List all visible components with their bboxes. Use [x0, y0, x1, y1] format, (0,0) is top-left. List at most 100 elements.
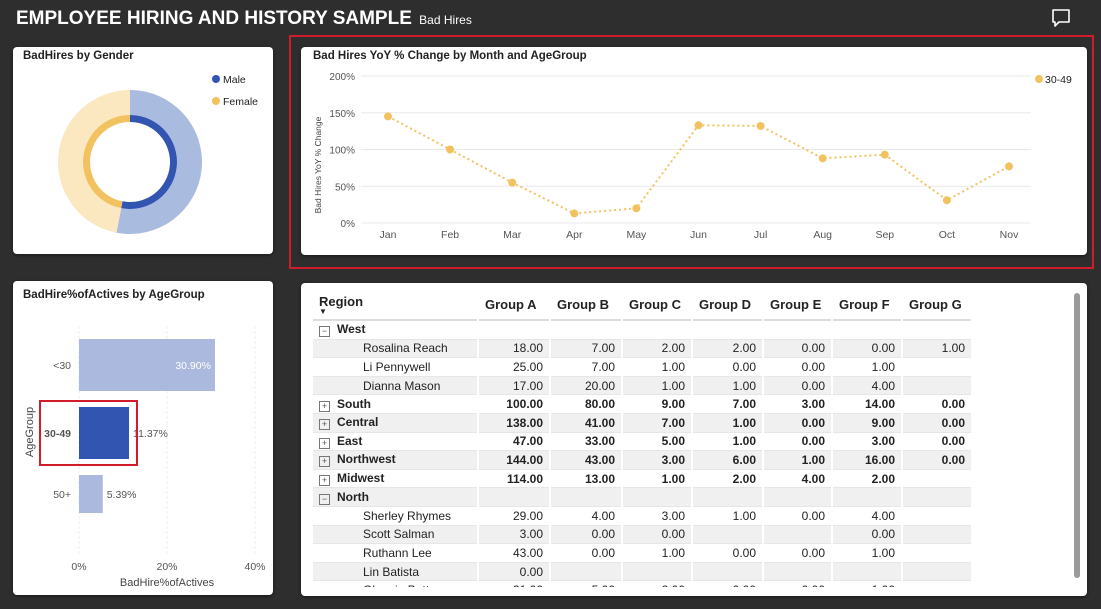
value-cell: 41.00	[551, 413, 621, 433]
x-tick-label: Aug	[813, 229, 832, 241]
data-point[interactable]	[384, 112, 392, 121]
data-point[interactable]	[694, 121, 703, 130]
region-matrix-table: Region ▼ Group A Group B Group C Group D Group…	[311, 287, 1071, 587]
legend-30-49-label[interactable]: 30-49	[1045, 74, 1072, 86]
data-point[interactable]	[570, 209, 579, 218]
column-header[interactable]: Group F	[833, 287, 901, 321]
table-row[interactable]: Scott Salman 3.00 0.00 0.00 0.00	[313, 525, 971, 545]
value-cell: 1.00	[623, 544, 691, 563]
donut-slice-male-outer[interactable]	[116, 90, 202, 234]
yoy-chart-title: Bad Hires YoY % Change by Month and AgeG…	[313, 50, 587, 62]
expand-icon[interactable]: +	[319, 437, 330, 449]
value-cell: 2.00	[623, 339, 691, 359]
person-cell: Rosalina Reach	[313, 339, 477, 359]
data-point[interactable]	[508, 178, 517, 187]
value-cell: 6.00	[693, 451, 762, 470]
value-cell: 43.00	[551, 451, 621, 470]
yoy-line-card[interactable]: Bad Hires YoY % Change by Month and AgeG…	[301, 47, 1087, 255]
expand-icon[interactable]: +	[319, 419, 330, 431]
value-cell: 0.00	[551, 525, 621, 545]
x-tick-label: 20%	[156, 561, 177, 573]
agegroup-bar-chart[interactable]: AgeGroup BadHire%ofActives 0% 20% 40% <30 30…	[13, 281, 273, 595]
donut-slice-male[interactable]	[121, 115, 178, 209]
table-row[interactable]: + Central 138.00 41.00 7.00 1.00 0.00 9.00 0.00	[313, 413, 971, 433]
value-cell: 2.00	[693, 470, 762, 489]
expand-icon[interactable]: +	[319, 400, 330, 412]
value-cell: 138.00	[479, 413, 549, 433]
x-tick-label: Jan	[380, 229, 397, 241]
data-point[interactable]	[880, 150, 889, 159]
region-matrix-card[interactable]: Region ▼ Group A Group B Group C Group D Group…	[301, 283, 1087, 596]
value-cell	[693, 525, 762, 545]
value-cell: 3.00	[833, 433, 901, 452]
table-row[interactable]: + East 47.00 33.00 5.00 1.00 0.00 3.00 0.00	[313, 433, 971, 452]
collapse-icon[interactable]: −	[319, 326, 330, 338]
value-cell	[623, 321, 691, 340]
table-row[interactable]: + South 100.00 80.00 9.00 7.00 3.00 14.00 0.00	[313, 395, 971, 414]
table-row[interactable]: Rosalina Reach 18.00 7.00 2.00 2.00 0.00 0.00 1…	[313, 339, 971, 359]
person-cell: Glennie Butters	[313, 581, 477, 587]
value-cell	[903, 488, 971, 507]
value-cell: 7.00	[693, 395, 762, 414]
gender-donut-card[interactable]: BadHires by Gender Male Female	[13, 47, 273, 254]
data-point[interactable]	[1005, 162, 1013, 171]
value-cell: 47.00	[479, 433, 549, 452]
value-cell	[479, 321, 549, 340]
column-header[interactable]: Group C	[623, 287, 691, 321]
table-row[interactable]: − North	[313, 488, 971, 507]
vertical-scrollbar[interactable]	[1074, 293, 1080, 578]
column-header[interactable]: Group A	[479, 287, 549, 321]
value-cell: 9.00	[623, 395, 691, 414]
table-row[interactable]: Li Pennywell 25.00 7.00 1.00 0.00 0.00 1.00	[313, 358, 971, 377]
value-cell: 0.00	[833, 339, 901, 359]
yoy-line-chart[interactable]: Bad Hires YoY % Change 30-49 200% 150% 100…	[301, 47, 1087, 255]
legend-female-label[interactable]: Female	[223, 96, 258, 108]
category-label: 30-49	[44, 428, 71, 440]
comment-icon[interactable]	[1050, 8, 1072, 28]
value-cell: 2.00	[693, 339, 762, 359]
value-cell: 2.00	[623, 581, 691, 587]
collapse-icon[interactable]: −	[319, 493, 330, 505]
table-row[interactable]: − West	[313, 321, 971, 340]
data-point[interactable]	[756, 121, 765, 130]
data-point[interactable]	[446, 145, 455, 154]
data-point[interactable]	[818, 154, 827, 163]
value-cell: 25.00	[479, 358, 549, 377]
category-label: 50+	[53, 489, 71, 501]
value-cell	[764, 525, 831, 545]
donut-slice-female-outer[interactable]	[57, 90, 131, 233]
data-label: 30.90%	[175, 360, 211, 372]
expand-icon[interactable]: +	[319, 456, 330, 468]
donut-slice-female[interactable]	[83, 115, 130, 209]
table-row[interactable]: Dianna Mason 17.00 20.00 1.00 1.00 0.00 4.00	[313, 376, 971, 396]
table-row[interactable]: + Midwest 114.00 13.00 1.00 2.00 4.00 2.00	[313, 470, 971, 489]
column-header[interactable]: Group E	[764, 287, 831, 321]
table-row[interactable]: Sherley Rhymes 29.00 4.00 3.00 1.00 0.00 4.00	[313, 507, 971, 526]
column-header[interactable]: Group G	[903, 287, 971, 321]
category-label: <30	[53, 360, 71, 372]
table-row[interactable]: Glennie Butters31.005.002.000.000.001.00	[313, 581, 971, 587]
y-axis-title: Bad Hires YoY % Change	[313, 116, 323, 213]
agegroup-bar-card[interactable]: BadHire%ofActives by AgeGroup AgeGroup B…	[13, 281, 273, 595]
value-cell: 1.00	[693, 413, 762, 433]
expand-icon[interactable]: +	[319, 475, 330, 487]
gender-donut-chart[interactable]: Male Female	[13, 47, 273, 254]
table-row[interactable]: + Northwest 144.00 43.00 3.00 6.00 1.00 16.00 0.…	[313, 451, 971, 470]
x-tick-label: Jul	[754, 229, 767, 241]
column-header[interactable]: Group D	[693, 287, 762, 321]
column-header[interactable]: Group B	[551, 287, 621, 321]
bar-30-49[interactable]	[79, 407, 130, 459]
legend-male-label[interactable]: Male	[223, 74, 246, 86]
data-point[interactable]	[632, 204, 641, 213]
bar-50+[interactable]	[79, 475, 103, 513]
column-header[interactable]: Region ▼	[313, 287, 477, 321]
table-row[interactable]: Ruthann Lee 43.00 0.00 1.00 0.00 0.00 1.00	[313, 544, 971, 563]
value-cell	[833, 488, 901, 507]
person-cell: Li Pennywell	[313, 358, 477, 377]
bar-<30[interactable]	[79, 339, 215, 391]
value-cell	[479, 488, 549, 507]
value-cell: 0.00	[903, 451, 971, 470]
data-point[interactable]	[942, 196, 951, 205]
table-row[interactable]: Lin Batista 0.00	[313, 562, 971, 582]
y-tick-label: 0%	[341, 219, 356, 230]
